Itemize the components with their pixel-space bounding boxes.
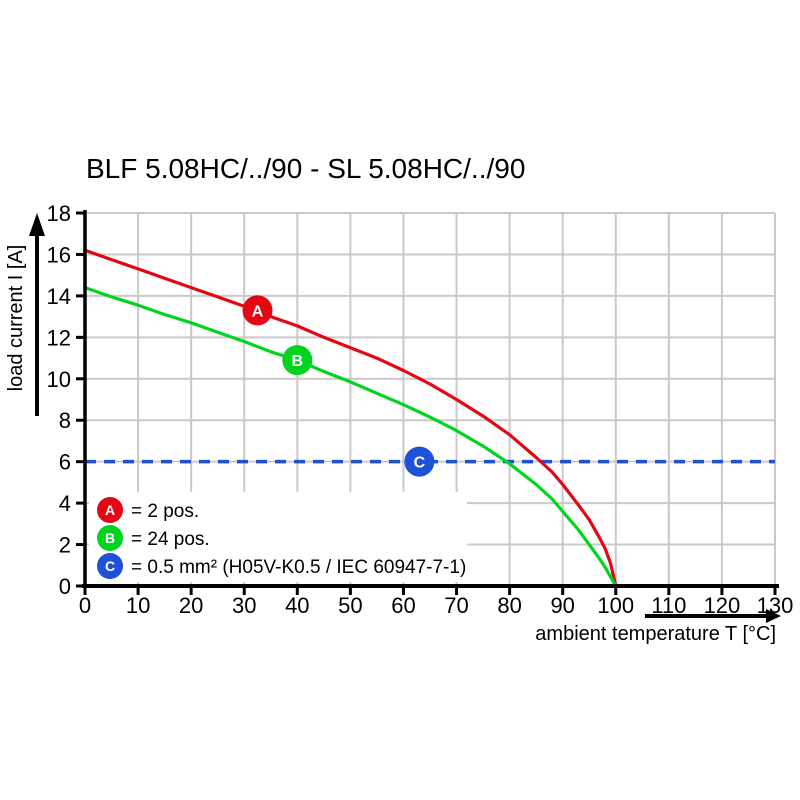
curve-marker-C [404,446,435,477]
curve-marker-B [282,345,313,376]
marker-layer: A B C [242,295,435,477]
x-tick-label: 10 [126,593,150,618]
y-tick-label: 18 [47,201,71,226]
x-tick-label: 50 [338,593,362,618]
y-tick-label: 4 [59,491,71,516]
y-tick-label: 0 [59,574,71,599]
chart-title: BLF 5.08HC/../90 - SL 5.08HC/../90 [86,153,525,184]
y-axis-arrow-icon [29,213,45,416]
x-axis-arrow-icon [645,609,781,623]
legend-marker-B [97,525,123,551]
curve-marker-A [242,295,273,326]
curve-marker-letter-B: B [292,353,304,370]
x-tick-label: 0 [79,593,91,618]
x-tick-label: 40 [285,593,309,618]
y-tick-label: 12 [47,325,71,350]
y-tick-label: 8 [59,408,71,433]
axes-layer: 0 10 20 30 40 50 60 70 80 90 100 110 120 130024681012… [47,201,794,618]
y-tick-label: 10 [47,367,71,392]
chart-legend: A = 2 pos. B = 24 pos. C = 0.5 mm² (H05V-K0.5… [89,492,467,582]
y-tick-label: 16 [47,242,71,267]
x-tick-label: 120 [704,593,741,618]
y-tick-label: 2 [59,533,71,558]
x-axis-label: ambient temperature T [°C] [535,623,776,645]
legend-label-C: = 0.5 mm² (H05V-K0.5 / IEC 60947-7-1) [131,557,466,578]
x-tick-label: 70 [444,593,468,618]
x-tick-label: 90 [550,593,574,618]
legend-marker-letter-C: C [105,558,115,574]
curve-A [83,248,618,588]
legend-marker-C [97,553,123,579]
curve-marker-letter-A: A [252,303,264,320]
legend-marker-letter-B: B [105,530,115,546]
legend-label-B: = 24 pos. [131,529,210,550]
x-tick-label: 20 [179,593,203,618]
legend-marker-A [97,497,123,523]
x-tick-label: 60 [391,593,415,618]
x-tick-label: 110 [651,593,686,618]
y-tick-label: 14 [47,284,71,309]
x-tick-label: 80 [497,593,521,618]
legend-label-A: = 2 pos. [131,501,199,522]
legend-box [89,492,467,582]
y-axis-label: load current I [A] [5,245,27,392]
x-tick-label: 30 [232,593,256,618]
curve-B [83,286,618,588]
legend-marker-letter-A: A [105,502,115,518]
y-tick-label: 6 [59,450,71,475]
x-tick-label: 100 [597,593,634,618]
curve-marker-letter-C: C [414,455,426,472]
